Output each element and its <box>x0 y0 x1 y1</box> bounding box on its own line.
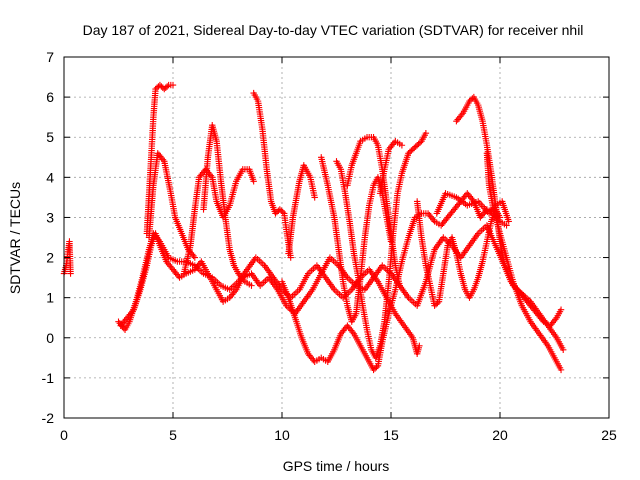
series-s9 <box>285 162 318 257</box>
x-tick-label: 0 <box>60 427 68 443</box>
series-s11 <box>318 154 395 325</box>
data-point <box>163 83 171 90</box>
chart-title: Day 187 of 2021, Sidereal Day-to-day VTE… <box>83 22 584 38</box>
y-tick-label: 1 <box>46 290 54 306</box>
y-tick-label: 7 <box>46 49 54 65</box>
series-s16 <box>433 190 512 225</box>
y-tick-label: 3 <box>46 209 54 225</box>
data-point <box>434 299 441 307</box>
data-point <box>560 346 567 354</box>
x-axis-label: GPS time / hours <box>283 458 390 474</box>
y-tick-label: 2 <box>46 250 54 266</box>
data-point <box>416 139 424 146</box>
data-point <box>250 178 257 185</box>
x-tick-label: 10 <box>274 427 290 443</box>
series-s15 <box>413 198 504 309</box>
data-point <box>505 218 512 225</box>
plot-frame <box>63 56 610 419</box>
x-tick-label: 25 <box>601 427 617 443</box>
data-point <box>287 254 294 261</box>
data-point <box>557 366 565 374</box>
data-point <box>416 342 423 349</box>
axes <box>63 56 610 419</box>
data-point <box>398 142 406 149</box>
series-s8 <box>250 89 294 261</box>
y-tick-label: -2 <box>42 410 55 426</box>
data-point <box>67 270 74 277</box>
series-s1 <box>60 238 74 277</box>
data-point <box>279 208 286 216</box>
data-points <box>60 81 567 374</box>
data-point <box>191 254 198 261</box>
data-point <box>373 363 380 371</box>
x-tick-label: 5 <box>169 427 177 443</box>
series-s18 <box>483 150 565 374</box>
data-point <box>557 306 565 313</box>
data-point <box>169 81 177 89</box>
series-s6 <box>180 166 257 277</box>
series-s4 <box>143 81 177 237</box>
y-tick-label: 6 <box>46 89 54 105</box>
y-tick-label: 0 <box>46 330 54 346</box>
y-tick-labels: -2 -1 0 1 2 3 4 5 6 7 <box>42 49 55 426</box>
x-tick-labels: 0 5 10 15 20 25 <box>60 427 617 443</box>
x-tick-label: 20 <box>492 427 508 443</box>
data-point <box>396 282 403 289</box>
series-s5 <box>145 150 198 261</box>
data-point <box>311 194 318 201</box>
y-tick-label: -1 <box>42 370 55 386</box>
y-tick-label: 5 <box>46 129 54 145</box>
data-point <box>248 282 255 289</box>
y-axis-label: SDTVAR / TECUs <box>7 182 23 294</box>
x-tick-label: 15 <box>383 427 399 443</box>
data-point <box>422 130 430 137</box>
series-s14 <box>376 138 406 197</box>
series-s13 <box>344 134 403 289</box>
data-point <box>503 222 510 229</box>
y-tick-label: 4 <box>46 169 54 185</box>
series-s7 <box>200 121 255 289</box>
